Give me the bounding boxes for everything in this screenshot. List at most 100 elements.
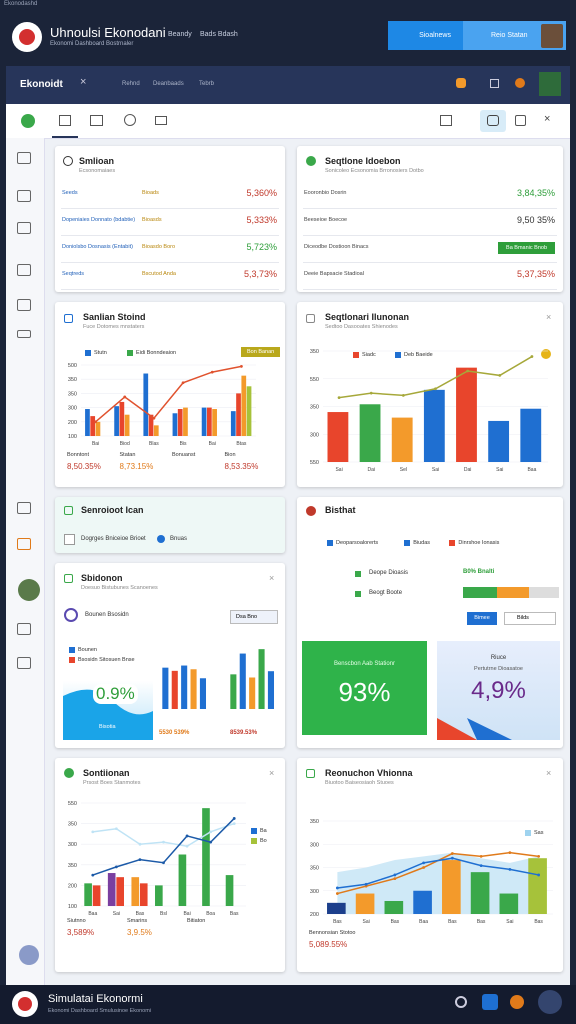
- icon[interactable]: [515, 115, 526, 126]
- close-icon[interactable]: ×: [546, 768, 552, 778]
- logo: [12, 22, 42, 52]
- y-tick-label: 550: [310, 460, 319, 466]
- line: [95, 365, 242, 423]
- line-point: [393, 873, 397, 877]
- nav-item[interactable]: Bads Bdash: [200, 31, 238, 38]
- line-point: [162, 861, 165, 865]
- avatar[interactable]: [538, 990, 562, 1014]
- icon[interactable]: [455, 996, 467, 1008]
- x-tick-label: Bsl: [160, 911, 167, 917]
- x-tick-label: Baa: [88, 911, 97, 917]
- icon[interactable]: [515, 78, 525, 88]
- legend-label: Dinrshoe Ionasis: [458, 540, 500, 546]
- button[interactable]: Bilds: [504, 612, 556, 625]
- x-tick-label: Bas: [136, 911, 145, 917]
- icon: [64, 768, 74, 778]
- y-tick-label: 200: [68, 883, 77, 889]
- close-icon[interactable]: ×: [80, 76, 87, 88]
- sidebar-icon[interactable]: [17, 623, 31, 635]
- y-tick-label: 350: [310, 866, 319, 872]
- x-tick-label: Blas: [149, 441, 159, 447]
- x-tick-label: Sel: [400, 467, 407, 473]
- sidebar-icon[interactable]: [17, 264, 31, 276]
- row-divider: [303, 262, 557, 263]
- select[interactable]: Dsa Bno: [230, 610, 278, 624]
- close-icon[interactable]: ×: [546, 312, 552, 322]
- y-tick-label: 350: [68, 377, 77, 383]
- line-point: [434, 387, 437, 391]
- icon[interactable]: [490, 79, 499, 88]
- row-tag: Bioads: [142, 190, 159, 196]
- sidebar-icon[interactable]: [17, 299, 31, 311]
- icon[interactable]: [440, 115, 452, 126]
- icon[interactable]: [482, 994, 498, 1010]
- chart: 350 550 350 300 550 Sai Dai Sel Sai Dai Sai Baa: [310, 349, 548, 473]
- icon[interactable]: [90, 115, 103, 126]
- line-point: [479, 854, 483, 858]
- sidebar-icon[interactable]: [17, 502, 31, 514]
- icon[interactable]: [124, 114, 136, 126]
- checkbox[interactable]: [64, 534, 75, 545]
- x-tick-label: Bai: [183, 911, 190, 917]
- sidebar-icon[interactable]: [17, 222, 31, 234]
- x-tick-label: Dai: [464, 467, 472, 473]
- sidebar-icon[interactable]: [17, 657, 31, 669]
- x-tick-label: Boa: [206, 911, 215, 917]
- bar: [207, 407, 212, 436]
- icon[interactable]: [487, 115, 499, 126]
- row-label: Deope Dioasis: [369, 570, 409, 576]
- card: Reonuchon Vhionna Biuotoo Baiseosiaoh St…: [297, 758, 563, 972]
- icon[interactable]: [510, 995, 524, 1009]
- item-tag: Bnuas: [170, 536, 188, 542]
- sidebar-icon[interactable]: [17, 330, 31, 338]
- sidebar-icon[interactable]: [17, 538, 31, 550]
- icon[interactable]: [155, 116, 167, 125]
- tab[interactable]: Rehnd: [122, 81, 140, 87]
- line: [92, 817, 235, 876]
- nav-item[interactable]: Beandy: [168, 31, 192, 38]
- legend-swatch: [85, 350, 91, 356]
- footer-value: 5,089.55%: [309, 940, 348, 949]
- close-icon[interactable]: ×: [269, 573, 275, 583]
- y-tick-label: 300: [310, 889, 319, 895]
- line-point: [508, 851, 512, 855]
- x-tick-label: Bai: [92, 441, 99, 447]
- bar: [236, 393, 241, 436]
- legend-swatch: [525, 830, 531, 836]
- bar: [177, 409, 183, 436]
- sidebar-icon[interactable]: [19, 945, 39, 965]
- avatar: [541, 24, 563, 48]
- legend-label: Stutn: [94, 350, 107, 356]
- icon: [306, 314, 315, 323]
- line-point: [232, 817, 236, 820]
- row-divider: [303, 289, 557, 290]
- sidebar-icon[interactable]: [17, 190, 31, 202]
- tab[interactable]: Tebrb: [199, 81, 215, 87]
- close-icon[interactable]: ×: [269, 768, 275, 778]
- button[interactable]: Bimee: [467, 612, 497, 625]
- mini-chart: [162, 665, 207, 709]
- icon-active[interactable]: [480, 110, 506, 132]
- x-tick-label: Sai: [432, 467, 439, 473]
- line-point: [508, 867, 512, 871]
- tab[interactable]: Deanbaads: [153, 81, 184, 87]
- card-title: Seqtlonari Ilunonan: [325, 312, 410, 322]
- line-point: [337, 396, 341, 400]
- tile-value: 0.9%: [93, 684, 138, 704]
- line-point: [466, 369, 470, 373]
- icon[interactable]: [21, 114, 35, 128]
- footer-label: Statan: [119, 452, 136, 458]
- footer-value: 8,53.35%: [224, 462, 259, 471]
- x-tick-label: Bas: [391, 919, 400, 925]
- legend-label: Bsosidn Sitosuen Bnse: [78, 657, 135, 663]
- bar: [241, 375, 247, 436]
- sidebar-icon[interactable]: [17, 152, 31, 164]
- icon[interactable]: [59, 115, 71, 126]
- close-icon[interactable]: ×: [544, 113, 551, 125]
- button[interactable]: Sioalnews: [388, 21, 463, 50]
- icon[interactable]: [456, 78, 466, 88]
- mini-label: 8539.53%: [230, 730, 258, 736]
- bar: [246, 386, 252, 436]
- bar: [162, 667, 169, 709]
